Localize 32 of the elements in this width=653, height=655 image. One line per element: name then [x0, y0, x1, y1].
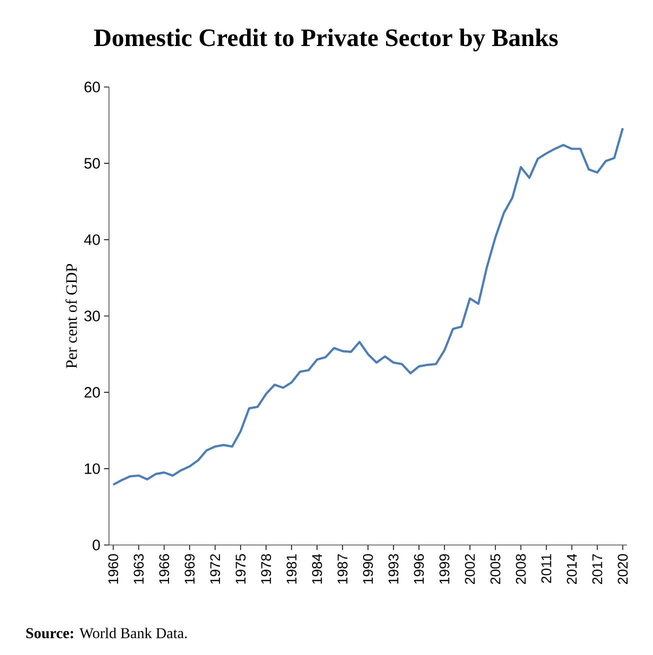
y-tick-label: 0: [92, 540, 100, 550]
y-axis-title: Per cent of GDP: [66, 264, 77, 368]
x-tick-label: 1996: [414, 554, 424, 584]
x-tick-label: 1984: [312, 554, 322, 584]
x-tick-label: 2020: [618, 554, 628, 584]
x-tick-label: 2014: [566, 554, 577, 584]
x-tick-label: 1966: [159, 554, 170, 584]
x-tick-label: 1987: [338, 554, 348, 584]
chart-title: Domestic Credit to Private Sector by Banks: [94, 28, 558, 52]
x-tick-label: 1999: [439, 554, 450, 584]
x-tick-label: 1972: [210, 554, 220, 584]
y-tick-label: 30: [84, 310, 100, 322]
y-tick-label: 20: [84, 387, 100, 398]
line-series: [112, 127, 624, 486]
x-tick-label: 2002: [464, 554, 475, 584]
y-tick-label: 60: [84, 82, 100, 92]
x-tick-label: 2011: [541, 554, 552, 583]
x-tick-label: 1963: [134, 554, 144, 584]
x-tick-label: 1990: [363, 554, 373, 584]
x-tick-label: 2008: [516, 554, 526, 584]
y-tick-label: 40: [84, 234, 100, 245]
x-tick-label: 2005: [490, 554, 500, 584]
x-tick-label: 1993: [388, 554, 398, 584]
x-tick-label: 2017: [592, 554, 602, 584]
y-tick-label: 50: [84, 158, 100, 169]
y-tick-label: 10: [84, 463, 100, 474]
text: Source: World Bank Data.: [26, 628, 187, 638]
x-tick-label: 1960: [108, 554, 118, 584]
x-tick-label: 1981: [286, 554, 297, 584]
x-tick-label: 1978: [261, 554, 272, 584]
x-tick-label: 1975: [236, 554, 246, 584]
x-tick-label: 1969: [184, 554, 195, 584]
